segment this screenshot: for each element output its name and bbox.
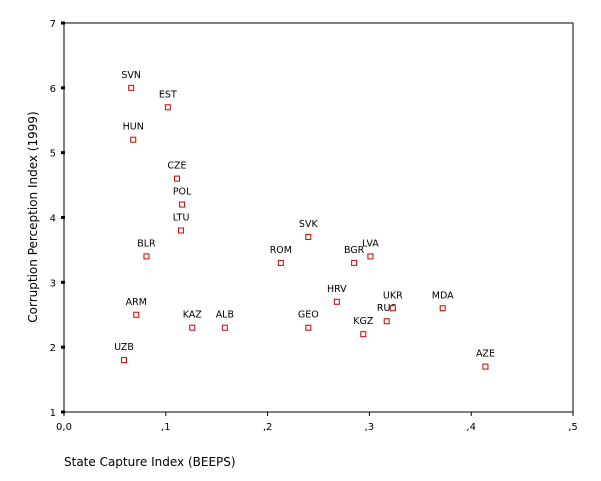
data-point-label: MDA (432, 290, 454, 301)
x-tick-label: ,4 (466, 422, 476, 433)
data-point-label: SVN (121, 70, 141, 81)
y-axis: 1 2 3 4 5 6 7 (50, 19, 65, 419)
y-tick-label: 3 (50, 278, 56, 289)
data-point-marker (305, 233, 312, 240)
y-tick-mark (61, 151, 65, 155)
data-point-label: EST (159, 89, 177, 100)
data-point-marker (189, 324, 196, 331)
data-point-marker (133, 311, 140, 318)
data-point-marker (179, 201, 186, 208)
data-point-label: ALB (216, 310, 234, 321)
x-tick-label: ,1 (161, 422, 171, 433)
y-tick-mark (61, 216, 65, 219)
data-point-marker (130, 136, 137, 143)
y-axis-title: Corruption Perception Index (1999) (26, 111, 40, 322)
data-point-label: KAZ (183, 310, 203, 321)
data-point-marker (277, 259, 284, 266)
data-point-marker (367, 253, 374, 260)
y-tick-label: 4 (50, 214, 56, 225)
y-tick-label: 2 (50, 343, 56, 354)
data-point-label: CZE (167, 161, 186, 172)
x-tick-label: ,5 (568, 422, 578, 433)
data-point-marker (305, 324, 312, 331)
data-point-label: LTU (173, 212, 190, 223)
data-point-label: SVK (299, 219, 319, 230)
data-point-label: KGZ (353, 316, 374, 327)
data-point-marker (178, 227, 185, 234)
y-tick-mark (61, 345, 65, 349)
y-tick-mark (61, 280, 65, 284)
data-point-label: ARM (126, 297, 147, 308)
data-point-label: UKR (383, 290, 403, 301)
y-tick-label: 7 (50, 19, 56, 30)
y-tick-mark (61, 86, 65, 90)
data-point-marker (482, 363, 489, 370)
data-point-label: UZB (114, 342, 134, 353)
y-tick-mark (61, 410, 65, 414)
data-point-label: POL (173, 187, 192, 198)
x-tick-label: ,2 (263, 422, 273, 433)
data-point-label: LVA (362, 238, 379, 249)
data-point-marker (143, 253, 150, 260)
data-point-label: RUS (377, 303, 397, 314)
y-tick-label: 6 (50, 84, 56, 95)
data-point-label: BLR (137, 238, 156, 249)
data-point-marker (221, 324, 228, 331)
y-tick-label: 1 (50, 408, 56, 419)
data-point-label: HUN (123, 122, 144, 133)
data-point-label: BGR (344, 245, 365, 256)
data-point-marker (128, 84, 135, 91)
plot-frame (63, 22, 574, 413)
data-point-label: AZE (476, 349, 495, 360)
data-point-marker (383, 318, 390, 325)
data-point-marker (164, 104, 171, 111)
data-point-marker (439, 305, 446, 312)
y-tick-label: 5 (50, 149, 56, 160)
data-point-label: GEO (298, 310, 319, 321)
data-point-marker (121, 357, 128, 364)
data-point-marker (333, 298, 340, 305)
data-point-label: ROM (270, 245, 292, 256)
data-point-marker (389, 305, 396, 312)
x-axis: 0,0 ,1 ,2 ,3 ,4 ,5 (56, 412, 578, 433)
data-point-marker (351, 259, 358, 266)
data-point-marker (173, 175, 180, 182)
data-point-marker (360, 331, 367, 338)
y-tick-mark (61, 21, 65, 25)
x-tick-label: 0,0 (56, 422, 72, 433)
data-point-label: HRV (327, 284, 347, 295)
x-axis-title: State Capture Index (BEEPS) (64, 455, 236, 469)
x-tick-label: ,3 (365, 422, 375, 433)
